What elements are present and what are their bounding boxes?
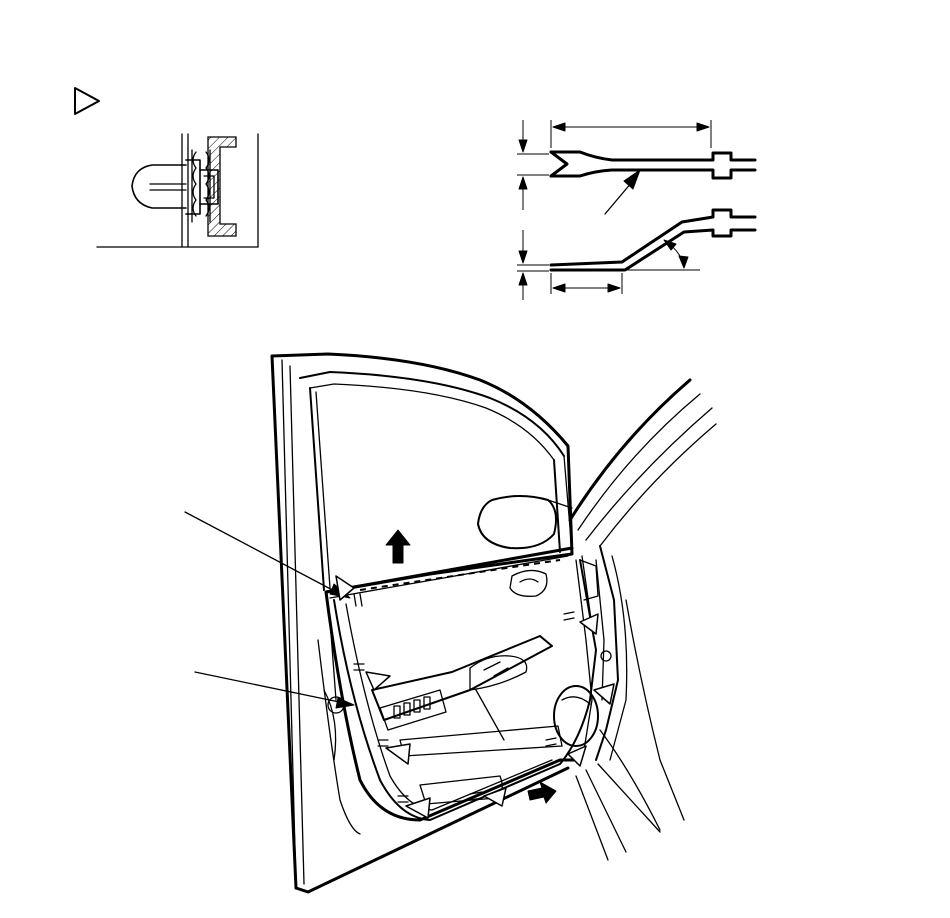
body-a-pillar — [568, 378, 692, 522]
door-trim-panel — [333, 559, 597, 821]
side-mirror — [477, 495, 557, 550]
door-outer-shell — [270, 352, 582, 890]
window-frame — [299, 371, 565, 457]
door-handle — [469, 655, 528, 691]
clip-triangle-icon — [335, 575, 355, 601]
pull-out-arrow-icon — [527, 781, 557, 804]
clip-triangle-icon — [405, 797, 431, 819]
panel-section-hatch — [207, 136, 237, 237]
armrest — [371, 635, 553, 721]
clip-head — [131, 164, 187, 209]
leader-line-upper — [184, 511, 341, 595]
trim-tool-detail — [517, 120, 757, 300]
clip-triangle-icon — [365, 671, 391, 691]
legend-clip-triangle-icon — [74, 87, 100, 115]
lower-trim-contour — [399, 725, 563, 757]
clip-triangle-icon — [567, 745, 587, 767]
clip-triangle-icon — [593, 683, 615, 705]
sill-line — [575, 775, 609, 861]
hidden-clip-top-front — [353, 593, 363, 607]
clip-triangle-icon — [579, 613, 599, 635]
clip-triangle-icon — [385, 743, 411, 765]
door-assembly — [270, 352, 717, 894]
clip-markers — [335, 575, 615, 819]
upper-trim-recess — [509, 569, 548, 597]
speaker-grille — [553, 685, 599, 747]
clip-cross-section-detail — [96, 133, 259, 248]
door-belt-line — [324, 546, 574, 594]
clip-triangle-icon — [483, 787, 507, 807]
leader-line-lower — [194, 671, 345, 704]
tool-top-view — [549, 150, 757, 162]
pull-up-arrow-icon — [385, 529, 411, 564]
tool-side-view — [549, 208, 757, 267]
power-window-switch-panel — [379, 689, 447, 731]
